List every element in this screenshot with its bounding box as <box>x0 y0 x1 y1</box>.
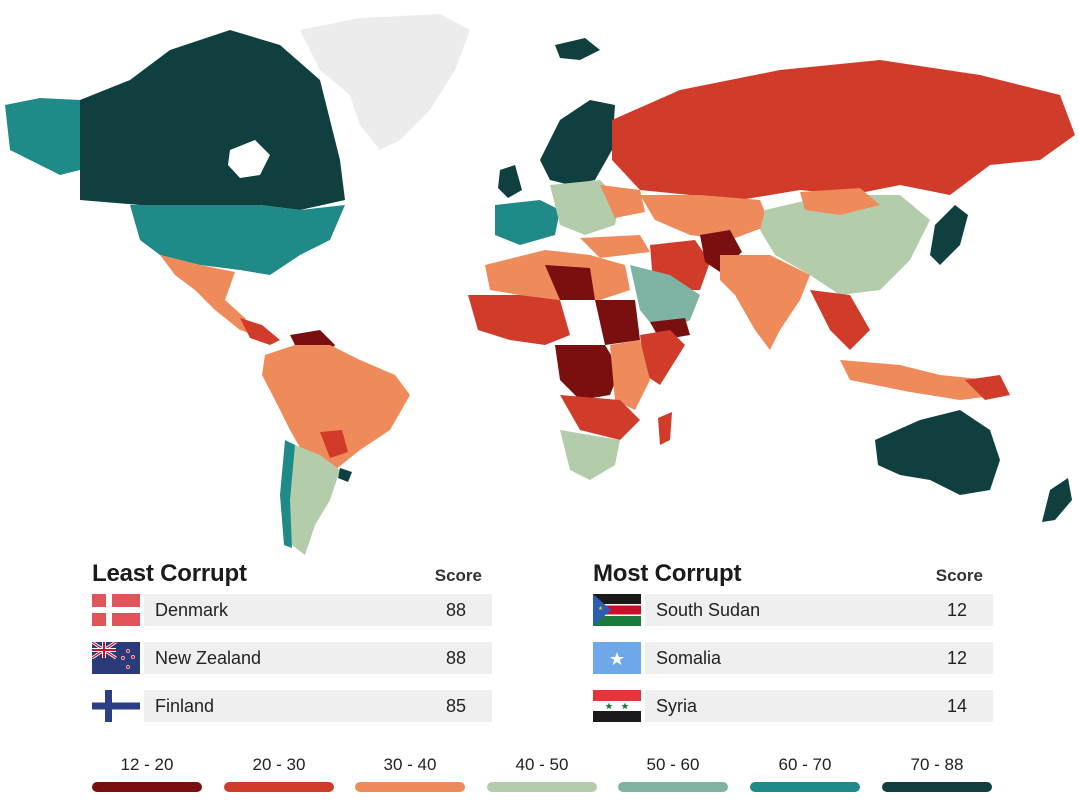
legend-swatch <box>618 782 728 792</box>
country-name: Syria <box>656 696 698 716</box>
legend-label: 20 - 30 <box>252 755 306 774</box>
region-alaska <box>5 98 80 175</box>
legend-swatch <box>224 782 334 792</box>
region-usa <box>130 205 345 275</box>
region-central-america <box>240 318 280 345</box>
region-ukraine <box>600 185 645 218</box>
region-western-europe <box>495 200 560 245</box>
most-corrupt-panel: Most Corrupt Score South Sudan 12 Somali… <box>593 556 993 738</box>
country-score: 12 <box>946 600 967 620</box>
legend-label: 70 - 88 <box>910 755 964 774</box>
most-score-header: Score <box>935 566 983 585</box>
south-sudan-flag-icon <box>593 594 641 626</box>
syria-flag-icon <box>593 690 641 722</box>
region-central-asia <box>640 195 770 240</box>
region-uruguay <box>338 468 352 482</box>
list-item: Finland 85 <box>92 690 492 722</box>
somalia-flag-icon <box>593 642 641 674</box>
legend-item: 40 - 50 <box>487 755 597 792</box>
region-argentina <box>288 445 340 555</box>
legend-swatch <box>92 782 202 792</box>
region-turkey <box>580 235 650 258</box>
country-name: South Sudan <box>656 600 761 620</box>
legend-label: 60 - 70 <box>778 755 832 774</box>
region-paraguay <box>320 430 348 458</box>
list-item: South Sudan 12 <box>593 594 993 626</box>
least-corrupt-title: Least Corrupt <box>92 560 247 587</box>
region-brazil <box>262 345 410 470</box>
legend-item: 12 - 20 <box>92 755 202 792</box>
region-eastern-europe <box>550 180 620 235</box>
new-zealand-flag-icon <box>92 642 140 674</box>
country-name: Somalia <box>656 648 722 668</box>
least-corrupt-panel: Least Corrupt Score Denmark 88 New <box>92 556 492 738</box>
legend-item: 70 - 88 <box>882 755 992 792</box>
region-libya <box>545 265 595 300</box>
region-uk <box>498 165 522 198</box>
country-score: 88 <box>445 648 466 668</box>
region-west-africa <box>468 295 570 345</box>
country-name: New Zealand <box>155 648 262 668</box>
list-item: Denmark 88 <box>92 594 492 626</box>
legend-item: 20 - 30 <box>224 755 334 792</box>
color-legend: 12 - 20 20 - 30 30 - 40 40 - 50 50 - 60 … <box>92 755 994 795</box>
region-png <box>965 375 1010 400</box>
region-australia <box>875 410 1000 495</box>
region-mongolia <box>800 188 880 215</box>
region-chile <box>280 440 295 548</box>
region-southeast-asia <box>810 290 870 350</box>
denmark-flag-icon <box>92 594 140 626</box>
region-china <box>760 195 930 295</box>
legend-swatch <box>355 782 465 792</box>
legend-swatch <box>487 782 597 792</box>
hudson-bay <box>228 140 270 178</box>
region-south-africa <box>560 430 620 480</box>
country-score: 12 <box>946 648 967 668</box>
country-name: Finland <box>155 696 215 716</box>
region-sudan <box>595 300 640 345</box>
legend-item: 30 - 40 <box>355 755 465 792</box>
region-russia <box>612 60 1075 200</box>
region-canada <box>80 30 345 210</box>
region-somalia <box>640 330 685 385</box>
region-madagascar <box>658 412 672 445</box>
list-item: New Zealand 88 <box>92 642 492 674</box>
legend-label: 40 - 50 <box>515 755 569 774</box>
country-name: Denmark <box>155 600 229 620</box>
legend-label: 30 - 40 <box>383 755 437 774</box>
legend-item: 50 - 60 <box>618 755 728 792</box>
region-scandinavia <box>540 100 615 185</box>
finland-flag-icon <box>92 690 140 722</box>
world-map <box>5 14 1075 555</box>
region-indonesia <box>840 360 1000 400</box>
region-greenland <box>300 14 470 150</box>
least-score-header: Score <box>434 566 482 585</box>
list-item: Syria 14 <box>593 690 993 722</box>
most-corrupt-title: Most Corrupt <box>593 560 742 587</box>
region-india <box>720 255 810 350</box>
legend-item: 60 - 70 <box>750 755 860 792</box>
legend-label: 50 - 60 <box>646 755 700 774</box>
region-southern-africa <box>560 395 640 440</box>
legend-label: 12 - 20 <box>120 755 174 774</box>
region-central-africa <box>555 345 620 400</box>
country-score: 85 <box>445 696 466 716</box>
region-new-zealand <box>1042 478 1072 522</box>
region-east-africa <box>610 340 650 410</box>
region-iceland <box>555 38 600 60</box>
legend-swatch <box>882 782 992 792</box>
legend-swatch <box>750 782 860 792</box>
list-item: Somalia 12 <box>593 642 993 674</box>
country-score: 88 <box>445 600 466 620</box>
region-mexico <box>160 255 255 335</box>
region-japan <box>930 205 968 265</box>
country-score: 14 <box>946 696 967 716</box>
region-arabia <box>630 265 700 335</box>
